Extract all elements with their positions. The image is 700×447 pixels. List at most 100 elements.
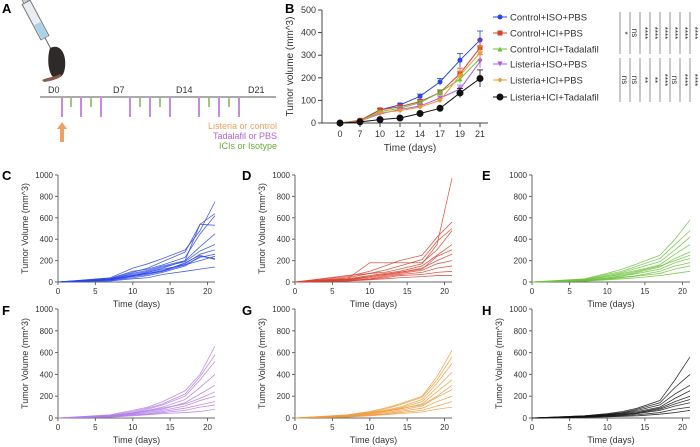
y-tick-label: 200 — [277, 392, 291, 401]
x-tick-label: 5 — [93, 287, 98, 296]
x-tick-label: 0 — [293, 287, 298, 296]
y-tick-label: 0 — [286, 278, 291, 287]
x-axis-title: Time (days) — [350, 299, 397, 309]
individual-tumor-line — [531, 270, 691, 283]
x-tick-label: 15 — [640, 287, 649, 296]
y-tick-label: 400 — [277, 235, 291, 244]
y-tick-label: 600 — [40, 214, 54, 223]
x-tick-label: 15 — [403, 287, 412, 296]
x-tick-label: 5 — [330, 423, 335, 432]
x-tick-label: 10 — [603, 423, 612, 432]
x-tick-label: 10 — [365, 287, 374, 296]
significance-label: **** — [690, 27, 699, 39]
x-tick-label: 17 — [435, 129, 445, 139]
y-axis-title: Tumor Volume (mm^3) — [257, 318, 267, 409]
individual-tumor-line — [57, 215, 216, 283]
individual-tumor-line — [294, 384, 453, 419]
y-axis-title: Tumor Volume (mm^3) — [20, 183, 30, 274]
data-point — [437, 97, 443, 103]
x-tick-label: 12 — [395, 129, 405, 139]
y-tick-label: 400 — [277, 370, 291, 379]
significance-label: **** — [660, 74, 669, 86]
panel-c-chart: 0 200 400 600 800 1000 0 5 10 15 20 Time (days) Tumo… — [20, 171, 216, 309]
panel-label-e: E — [482, 168, 491, 183]
individual-tumor-line — [57, 354, 216, 419]
data-point — [377, 110, 383, 116]
y-axis-title: Tumor Volume (mm^3) — [257, 183, 267, 274]
data-point — [476, 74, 484, 82]
data-point — [437, 79, 443, 85]
individual-tumor-line — [294, 178, 453, 283]
significance-label: **** — [680, 74, 689, 86]
data-point — [356, 118, 364, 126]
individual-tumor-line — [531, 219, 691, 283]
y-tick-label: 1000 — [509, 171, 527, 180]
individual-tumor-line — [531, 236, 691, 283]
legend-label: Control+ICI+Tadalafil — [510, 45, 599, 56]
y-tick-label: 1000 — [272, 305, 290, 314]
significance-label: ns — [630, 29, 639, 37]
y-tick-label: 300 — [301, 50, 316, 60]
x-tick-label: 10 — [128, 423, 137, 432]
y-tick-label: 1000 — [35, 305, 53, 314]
y-tick-label: 0 — [523, 278, 528, 287]
significance-label: **** — [660, 27, 669, 39]
individual-tumor-line — [294, 356, 453, 419]
y-tick-label: 400 — [301, 28, 316, 38]
x-tick-label: 15 — [166, 287, 175, 296]
y-tick-label: 200 — [301, 73, 316, 83]
significance-label: **** — [680, 27, 689, 39]
x-tick-label: 19 — [455, 129, 465, 139]
individual-tumor-line — [57, 253, 216, 283]
individual-tumor-line — [531, 230, 691, 283]
timeline-day-d0: D0 — [48, 85, 60, 95]
y-tick-label: 500 — [301, 5, 316, 15]
y-tick-label: 1000 — [509, 305, 527, 314]
significance-label: ns — [670, 76, 679, 84]
individual-tumor-line — [531, 409, 691, 419]
x-tick-label: 5 — [567, 423, 572, 432]
y-tick-label: 400 — [40, 235, 54, 244]
y-tick-label: 800 — [277, 327, 291, 336]
x-tick-label: 20 — [203, 287, 212, 296]
individual-tumor-line — [294, 228, 453, 283]
data-point — [417, 104, 423, 110]
data-point — [477, 50, 483, 56]
individual-tumor-line — [531, 254, 691, 283]
listeria-arrow-icon — [57, 122, 67, 142]
x-tick-label: 20 — [678, 287, 687, 296]
data-point — [436, 104, 444, 112]
x-tick-label: 0 — [530, 287, 535, 296]
timeline-day-d21: D21 — [248, 85, 265, 95]
significance-label: **** — [670, 27, 679, 39]
series-line — [339, 58, 481, 124]
panel-label-b: B — [285, 1, 294, 16]
y-axis-title: Tumor Volume (mm^3) — [494, 318, 504, 409]
data-point — [497, 46, 503, 52]
series-control-ici-pbs — [337, 39, 483, 126]
data-point — [336, 119, 344, 127]
legend-label: Listeria+ICI+Tadalafil — [510, 93, 599, 104]
y-tick-label: 600 — [514, 349, 528, 358]
individual-tumor-line — [294, 253, 453, 283]
individual-tumor-line — [57, 249, 216, 283]
significance-label: **** — [650, 27, 659, 39]
x-tick-label: 21 — [475, 129, 485, 139]
y-tick-label: 600 — [40, 349, 54, 358]
data-point — [416, 110, 424, 118]
y-tick-label: 200 — [40, 257, 54, 266]
x-tick-label: 14 — [415, 129, 425, 139]
data-point — [397, 108, 403, 114]
significance-label: * — [620, 31, 629, 34]
individual-tumor-line — [57, 395, 216, 419]
x-axis-title: Time (days) — [587, 435, 634, 445]
series-line — [339, 39, 481, 124]
legend-label: Listeria+ICI+PBS — [510, 76, 583, 87]
individual-tumor-line — [57, 254, 216, 283]
legend-listeria: Listeria or control — [208, 121, 277, 131]
y-tick-label: 800 — [40, 192, 54, 201]
data-point — [457, 57, 463, 63]
x-tick-label: 10 — [375, 129, 385, 139]
y-tick-label: 800 — [40, 327, 54, 336]
